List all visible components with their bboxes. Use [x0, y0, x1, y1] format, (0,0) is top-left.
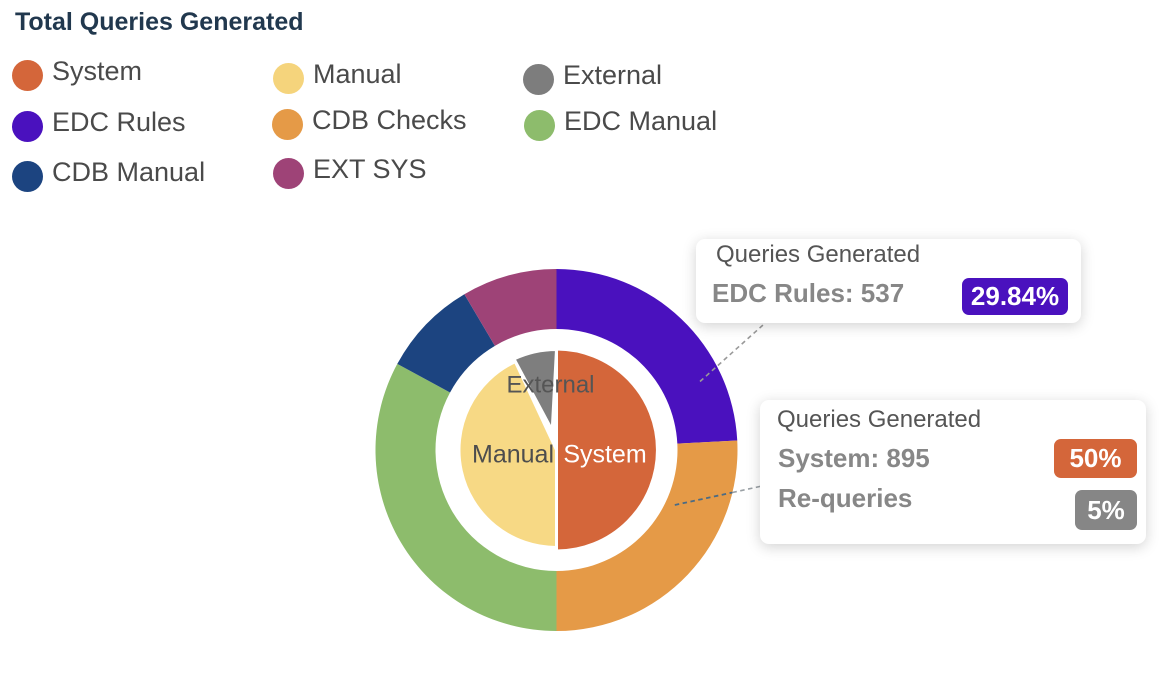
svg-text:External: External — [506, 372, 594, 399]
svg-text:Manual: Manual — [472, 441, 554, 469]
svg-text:System: System — [563, 441, 646, 469]
